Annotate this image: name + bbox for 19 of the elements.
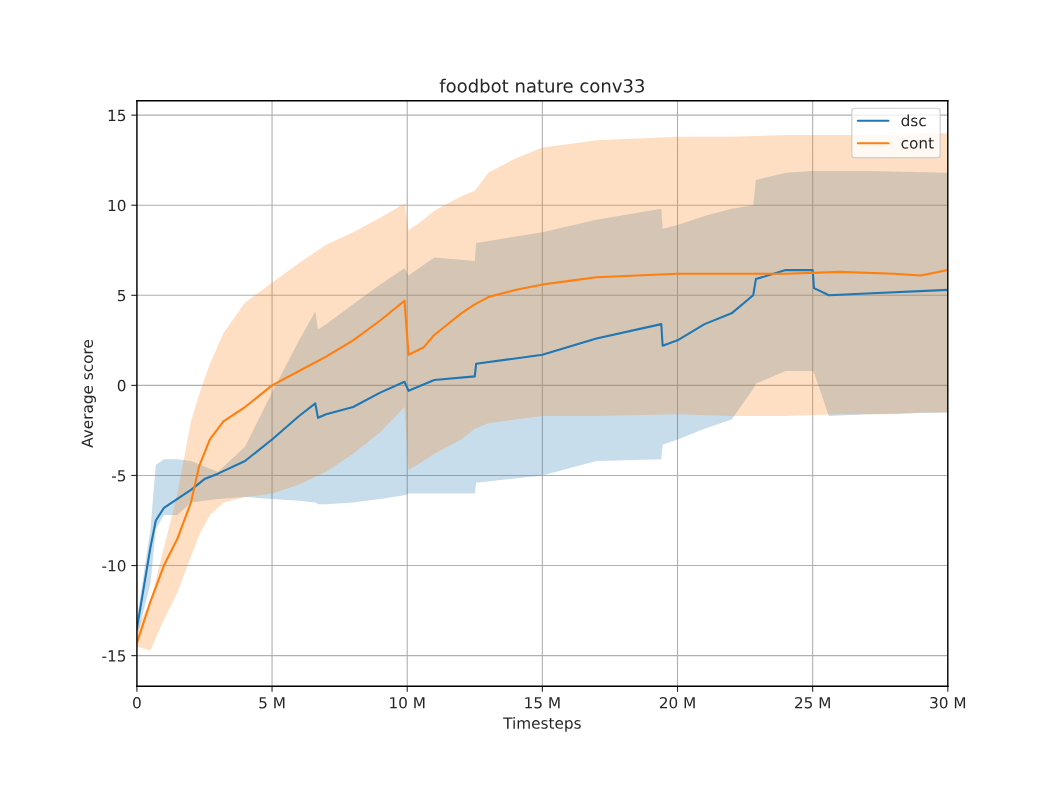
y-tick-label: 15 — [108, 109, 126, 122]
y-tick-label: -15 — [102, 650, 126, 662]
legend-label: dsc — [901, 114, 926, 127]
x-tick-label: 10 M — [390, 696, 425, 709]
y-tick-label: -5 — [111, 470, 126, 482]
y-tick-label: 0 — [117, 379, 126, 392]
legend-label: cont — [901, 137, 934, 149]
x-tick-label: 20 M — [659, 696, 695, 709]
x-tick-label: 0 — [133, 696, 141, 709]
x-tick-label: 15 M — [525, 697, 560, 709]
x-tick-label: 25 M — [795, 696, 830, 709]
chart-title: foodbot nature conv33 — [439, 78, 645, 93]
x-tick-label: 5 M — [259, 697, 285, 709]
y-tick-label: 10 — [108, 199, 126, 212]
x-axis-title: Timesteps — [503, 717, 581, 732]
x-tick-label: 30 M — [930, 696, 966, 709]
y-tick-label: -10 — [102, 560, 126, 572]
y-tick-label: 5 — [117, 289, 126, 302]
y-axis-title: Average score — [81, 340, 96, 448]
